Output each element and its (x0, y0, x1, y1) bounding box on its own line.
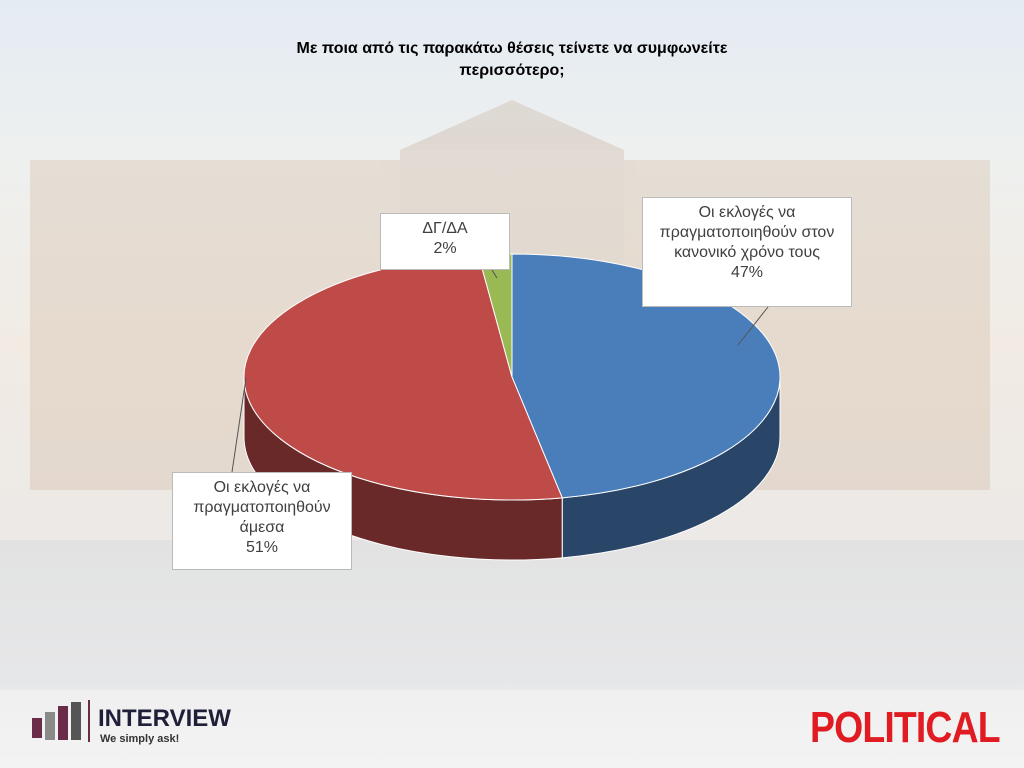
category-label: ΔΓ/ΔΑ (422, 220, 468, 237)
logo-interview: INTERVIEW (98, 705, 231, 732)
interview-icon (32, 700, 90, 742)
data-label: ΔΓ/ΔΑ 2% (380, 213, 510, 270)
slice (511, 253, 781, 499)
logo-tagline: We simply ask! (100, 733, 180, 745)
leader-line (737, 306, 769, 346)
data-label: Οι εκλογές να πραγματοποιηθούν στον κανο… (642, 197, 852, 307)
slice (243, 254, 563, 501)
leader-line (491, 269, 498, 279)
category-label: Οι εκλογές να πραγματοποιηθούν στον κανο… (659, 204, 835, 261)
leader-lines (231, 269, 769, 473)
value-label: 51% (245, 539, 279, 556)
data-label: Οι εκλογές να πραγματοποιηθούν άμεσα 51% (172, 472, 352, 570)
chart-title: Με ποια από τις παρακάτω θέσεις τείνετε … (296, 40, 728, 79)
value-label: 47% (730, 264, 764, 281)
logo-political: POLITICAL (810, 703, 1001, 752)
leader-line (231, 377, 247, 473)
value-label: 2% (433, 240, 457, 257)
category-label: Οι εκλογές να πραγματοποιηθούν άμεσα (193, 479, 331, 536)
pie (243, 253, 781, 561)
